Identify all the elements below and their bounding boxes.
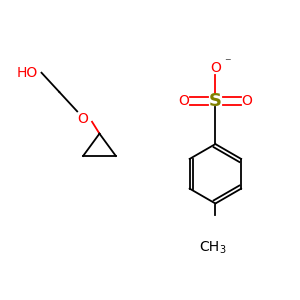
Text: O: O xyxy=(179,94,190,108)
Text: HO: HO xyxy=(16,66,38,80)
Text: O: O xyxy=(78,112,88,126)
Text: ⁻: ⁻ xyxy=(224,56,231,69)
Text: S: S xyxy=(209,92,222,110)
Text: O: O xyxy=(210,61,221,75)
Text: O: O xyxy=(241,94,252,108)
Text: 3: 3 xyxy=(220,245,226,255)
Text: CH: CH xyxy=(200,240,220,254)
